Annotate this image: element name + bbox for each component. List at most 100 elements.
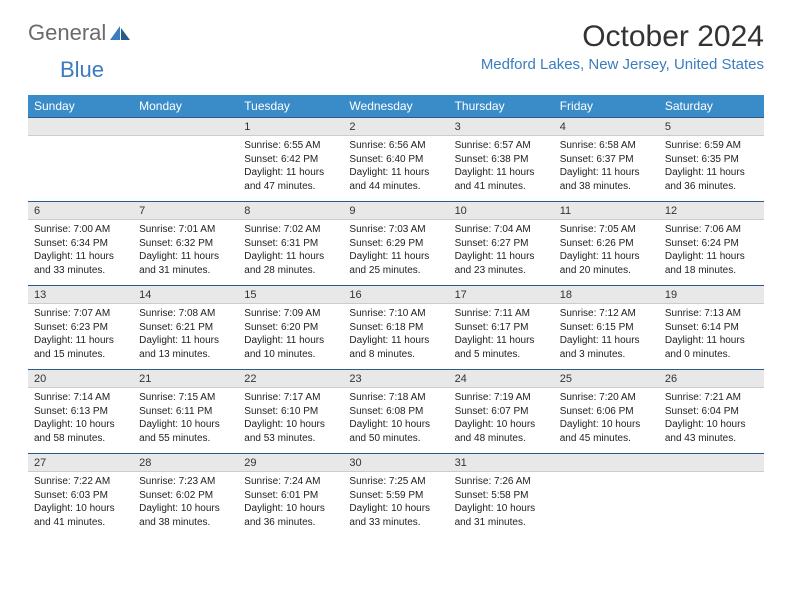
day-number: 20 xyxy=(28,370,133,388)
day-number: 3 xyxy=(449,118,554,136)
day-line: and 23 minutes. xyxy=(455,264,548,278)
day-number xyxy=(554,454,659,472)
calendar-body: 12345Sunrise: 6:55 AMSunset: 6:42 PMDayl… xyxy=(28,118,764,538)
logo: General xyxy=(28,20,134,46)
day-line: Daylight: 10 hours xyxy=(139,418,232,432)
day-line: Sunset: 6:17 PM xyxy=(455,321,548,335)
day-line: Sunset: 6:02 PM xyxy=(139,489,232,503)
daynum-row: 12345 xyxy=(28,118,764,136)
day-line: Sunrise: 7:24 AM xyxy=(244,475,337,489)
day-line: Sunrise: 7:05 AM xyxy=(560,223,653,237)
day-line: Daylight: 11 hours xyxy=(665,334,758,348)
day-number: 21 xyxy=(133,370,238,388)
day-line: Sunrise: 7:10 AM xyxy=(349,307,442,321)
day-line: Daylight: 10 hours xyxy=(665,418,758,432)
dow-saturday: Saturday xyxy=(659,95,764,118)
day-line: and 50 minutes. xyxy=(349,432,442,446)
day-cell xyxy=(554,472,659,538)
day-number: 11 xyxy=(554,202,659,220)
day-line: and 41 minutes. xyxy=(455,180,548,194)
day-line: Sunset: 6:18 PM xyxy=(349,321,442,335)
day-number: 31 xyxy=(449,454,554,472)
content-row: Sunrise: 7:22 AMSunset: 6:03 PM Daylight:… xyxy=(28,472,764,538)
day-cell: Sunrise: 6:57 AMSunset: 6:38 PMDaylight:… xyxy=(449,136,554,202)
daynum-row: 13141516171819 xyxy=(28,286,764,304)
day-number: 5 xyxy=(659,118,764,136)
day-line: Sunset: 6:04 PM xyxy=(665,405,758,419)
day-line: Daylight: 10 hours xyxy=(244,418,337,432)
day-line: Daylight: 11 hours xyxy=(349,334,442,348)
day-number: 10 xyxy=(449,202,554,220)
day-line: Sunrise: 7:00 AM xyxy=(34,223,127,237)
day-line: and 25 minutes. xyxy=(349,264,442,278)
day-line: and 38 minutes. xyxy=(139,516,232,530)
day-line: Daylight: 11 hours xyxy=(455,334,548,348)
day-line: Daylight: 10 hours xyxy=(244,502,337,516)
month-title: October 2024 xyxy=(481,20,764,54)
day-line: and 3 minutes. xyxy=(560,348,653,362)
day-line: Daylight: 11 hours xyxy=(34,250,127,264)
day-cell: Sunrise: 7:18 AMSunset: 6:08 PMDaylight:… xyxy=(343,388,448,454)
day-cell: Sunrise: 7:14 AMSunset: 6:13 PMDaylight:… xyxy=(28,388,133,454)
day-cell: Sunrise: 7:20 AMSunset: 6:06 PMDaylight:… xyxy=(554,388,659,454)
day-line: and 0 minutes. xyxy=(665,348,758,362)
day-line: Sunset: 6:40 PM xyxy=(349,153,442,167)
day-line: Daylight: 10 hours xyxy=(349,418,442,432)
day-line: and 44 minutes. xyxy=(349,180,442,194)
day-line: and 15 minutes. xyxy=(34,348,127,362)
day-line: Sunrise: 7:02 AM xyxy=(244,223,337,237)
day-line: Daylight: 10 hours xyxy=(349,502,442,516)
day-line: Sunrise: 7:04 AM xyxy=(455,223,548,237)
day-line: Daylight: 11 hours xyxy=(455,250,548,264)
day-number: 16 xyxy=(343,286,448,304)
day-line: Sunset: 5:59 PM xyxy=(349,489,442,503)
page: General October 2024 Medford Lakes, New … xyxy=(0,0,792,557)
day-line: Sunrise: 7:07 AM xyxy=(34,307,127,321)
day-line: Daylight: 10 hours xyxy=(139,502,232,516)
day-line: Sunrise: 7:19 AM xyxy=(455,391,548,405)
day-line: Sunrise: 7:06 AM xyxy=(665,223,758,237)
day-line: and 18 minutes. xyxy=(665,264,758,278)
day-cell: Sunrise: 7:13 AMSunset: 6:14 PMDaylight:… xyxy=(659,304,764,370)
day-line: Sunrise: 6:55 AM xyxy=(244,139,337,153)
day-line: Sunrise: 7:15 AM xyxy=(139,391,232,405)
day-line: Sunset: 6:27 PM xyxy=(455,237,548,251)
day-line: and 10 minutes. xyxy=(244,348,337,362)
day-number: 30 xyxy=(343,454,448,472)
dow-wednesday: Wednesday xyxy=(343,95,448,118)
dow-monday: Monday xyxy=(133,95,238,118)
day-cell: Sunrise: 6:55 AMSunset: 6:42 PMDaylight:… xyxy=(238,136,343,202)
day-cell xyxy=(28,136,133,202)
day-number: 6 xyxy=(28,202,133,220)
day-line: Daylight: 10 hours xyxy=(455,418,548,432)
day-number: 18 xyxy=(554,286,659,304)
daynum-row: 2728293031 xyxy=(28,454,764,472)
day-line: Sunrise: 6:56 AM xyxy=(349,139,442,153)
day-line: and 8 minutes. xyxy=(349,348,442,362)
day-line: Sunset: 6:20 PM xyxy=(244,321,337,335)
day-line: Sunset: 6:03 PM xyxy=(34,489,127,503)
day-number: 1 xyxy=(238,118,343,136)
day-cell: Sunrise: 7:19 AMSunset: 6:07 PMDaylight:… xyxy=(449,388,554,454)
day-line: Sunset: 6:07 PM xyxy=(455,405,548,419)
day-line: Sunrise: 6:58 AM xyxy=(560,139,653,153)
day-number: 17 xyxy=(449,286,554,304)
day-cell: Sunrise: 7:12 AMSunset: 6:15 PMDaylight:… xyxy=(554,304,659,370)
day-line: and 31 minutes. xyxy=(455,516,548,530)
day-line: Sunrise: 7:22 AM xyxy=(34,475,127,489)
day-number: 27 xyxy=(28,454,133,472)
day-line: Sunset: 6:34 PM xyxy=(34,237,127,251)
day-line: Sunrise: 7:01 AM xyxy=(139,223,232,237)
logo-sail-icon xyxy=(108,24,132,42)
day-line: Sunset: 6:01 PM xyxy=(244,489,337,503)
day-line: Sunset: 6:37 PM xyxy=(560,153,653,167)
day-cell: Sunrise: 7:01 AMSunset: 6:32 PMDaylight:… xyxy=(133,220,238,286)
day-number: 15 xyxy=(238,286,343,304)
day-line: Sunset: 6:29 PM xyxy=(349,237,442,251)
day-line: Sunset: 6:15 PM xyxy=(560,321,653,335)
day-line: Sunset: 6:32 PM xyxy=(139,237,232,251)
day-line: Sunset: 6:23 PM xyxy=(34,321,127,335)
day-cell: Sunrise: 7:09 AMSunset: 6:20 PMDaylight:… xyxy=(238,304,343,370)
day-line: Sunrise: 6:59 AM xyxy=(665,139,758,153)
day-number: 9 xyxy=(343,202,448,220)
